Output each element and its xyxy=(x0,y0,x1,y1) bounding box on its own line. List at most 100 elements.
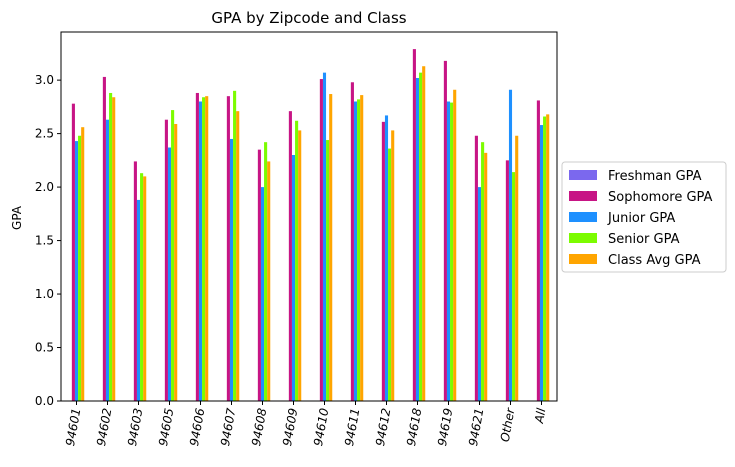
bar-sophomore-gpa-94609 xyxy=(288,111,292,402)
bar-class-avg-gpa-94611 xyxy=(360,95,364,401)
y-tick-label: 2.5 xyxy=(35,127,54,141)
bar-junior-gpa-94619 xyxy=(446,101,451,402)
legend-label: Freshman GPA xyxy=(608,169,702,184)
y-tick-label: 0.0 xyxy=(35,394,54,408)
bar-junior-gpa-all xyxy=(539,125,544,402)
legend-label: Senior GPA xyxy=(608,232,680,247)
legend-label: Sophomore GPA xyxy=(608,190,713,205)
bar-class-avg-gpa-94612 xyxy=(391,130,395,401)
x-tick-label: All xyxy=(532,406,549,425)
legend-swatch xyxy=(569,233,597,243)
legend-label: Class Avg GPA xyxy=(608,253,701,268)
bar-class-avg-gpa-94601 xyxy=(81,127,85,401)
bar-class-avg-gpa-94618 xyxy=(422,66,426,401)
bar-sophomore-gpa-94621 xyxy=(474,135,478,401)
bar-senior-gpa-other xyxy=(512,172,516,401)
x-tick-label: 94601 xyxy=(63,407,83,447)
bar-class-avg-gpa-94610 xyxy=(329,94,333,401)
bar-senior-gpa-94607 xyxy=(233,90,237,401)
bar-junior-gpa-94607 xyxy=(229,138,234,401)
bar-junior-gpa-94610 xyxy=(322,72,327,401)
bar-senior-gpa-94608 xyxy=(264,142,268,402)
bar-senior-gpa-94612 xyxy=(388,148,392,401)
bar-junior-gpa-94605 xyxy=(167,147,172,401)
x-tick-label: 94602 xyxy=(94,407,114,447)
bar-senior-gpa-94611 xyxy=(357,99,361,401)
bar-class-avg-gpa-94606 xyxy=(205,96,209,402)
bar-class-avg-gpa-94607 xyxy=(236,111,240,402)
bar-class-avg-gpa-94602 xyxy=(112,97,116,402)
bar-sophomore-gpa-94619 xyxy=(443,60,447,401)
x-tick-label: 94619 xyxy=(435,407,455,447)
legend: Freshman GPA Sophomore GPA Junior GPA Senio… xyxy=(561,161,727,273)
bar-senior-gpa-94619 xyxy=(450,102,454,401)
bar-sophomore-gpa-94601 xyxy=(71,103,75,401)
y-tick-label: 1.0 xyxy=(35,287,54,301)
x-tick-label: Other xyxy=(498,406,518,443)
bar-class-avg-gpa-94609 xyxy=(298,130,302,401)
bar-junior-gpa-94608 xyxy=(260,187,265,401)
bar-junior-gpa-94618 xyxy=(415,77,420,402)
x-tick-label: 94606 xyxy=(187,407,207,447)
x-tick-label: 94621 xyxy=(466,407,486,447)
bar-senior-gpa-94610 xyxy=(326,140,330,401)
bar-sophomore-gpa-94602 xyxy=(102,76,106,402)
bar-senior-gpa-94601 xyxy=(78,135,82,401)
bar-sophomore-gpa-94605 xyxy=(164,119,168,401)
y-tick-label: 3.0 xyxy=(35,73,54,87)
legend-swatch xyxy=(569,212,597,222)
x-tick-label: 94618 xyxy=(404,407,424,447)
bar-junior-gpa-94611 xyxy=(353,101,358,402)
y-axis-label: GPA xyxy=(10,205,24,230)
y-tick-label: 2.0 xyxy=(35,180,54,194)
bar-class-avg-gpa-other xyxy=(515,135,519,401)
bar-sophomore-gpa-94603 xyxy=(133,161,137,401)
bar-senior-gpa-94603 xyxy=(140,173,144,401)
bar-sophomore-gpa-all xyxy=(536,100,540,401)
bar-senior-gpa-94602 xyxy=(109,92,113,401)
bar-junior-gpa-94621 xyxy=(477,187,482,401)
x-tick-label: 94608 xyxy=(249,407,269,447)
bar-sophomore-gpa-94612 xyxy=(381,121,385,401)
bar-sophomore-gpa-94608 xyxy=(257,149,261,401)
bar-class-avg-gpa-94621 xyxy=(484,152,488,401)
legend-box xyxy=(561,161,727,273)
legend-label: Junior GPA xyxy=(607,211,675,226)
x-tick-label: 94605 xyxy=(156,407,176,447)
plot-frame xyxy=(60,31,558,402)
bar-class-avg-gpa-94619 xyxy=(453,89,457,401)
bar-senior-gpa-94606 xyxy=(202,97,206,402)
y-tick-label: 1.5 xyxy=(35,234,54,248)
plot-area: 0.0 0.5 1.0 1.5 2.0 2.5 3.0 94601 94602 94603 9460… xyxy=(35,31,558,447)
bar-sophomore-gpa-94606 xyxy=(195,92,199,401)
bar-sophomore-gpa-94607 xyxy=(226,96,230,402)
bar-junior-gpa-94606 xyxy=(198,101,203,402)
bar-senior-gpa-94609 xyxy=(295,120,299,402)
legend-swatch xyxy=(569,254,597,264)
bar-sophomore-gpa-94618 xyxy=(412,49,416,402)
x-tick-label: 94603 xyxy=(125,407,145,447)
bar-senior-gpa-94605 xyxy=(171,110,175,401)
bar-sophomore-gpa-94610 xyxy=(319,79,323,401)
legend-swatch xyxy=(569,170,597,180)
bar-junior-gpa-94609 xyxy=(291,155,296,401)
bar-senior-gpa-94618 xyxy=(419,72,423,401)
x-tick-label: 94607 xyxy=(218,407,238,447)
bar-junior-gpa-94602 xyxy=(105,119,110,401)
x-tick-label: 94609 xyxy=(280,407,300,447)
y-tick-label: 0.5 xyxy=(35,341,54,355)
x-tick-label: 94611 xyxy=(342,407,362,447)
legend-swatch xyxy=(569,191,597,201)
x-tick-label: 94610 xyxy=(311,407,331,447)
bar-class-avg-gpa-94608 xyxy=(267,161,271,401)
bar-class-avg-gpa-all xyxy=(546,114,550,402)
bar-sophomore-gpa-94611 xyxy=(350,82,354,402)
bar-junior-gpa-94603 xyxy=(136,199,141,401)
bar-junior-gpa-other xyxy=(508,89,513,401)
bar-senior-gpa-all xyxy=(543,116,547,401)
bar-junior-gpa-94601 xyxy=(74,141,79,401)
bar-sophomore-gpa-other xyxy=(505,160,509,401)
bar-class-avg-gpa-94603 xyxy=(143,176,147,401)
chart-title: GPA by Zipcode and Class xyxy=(211,9,406,27)
